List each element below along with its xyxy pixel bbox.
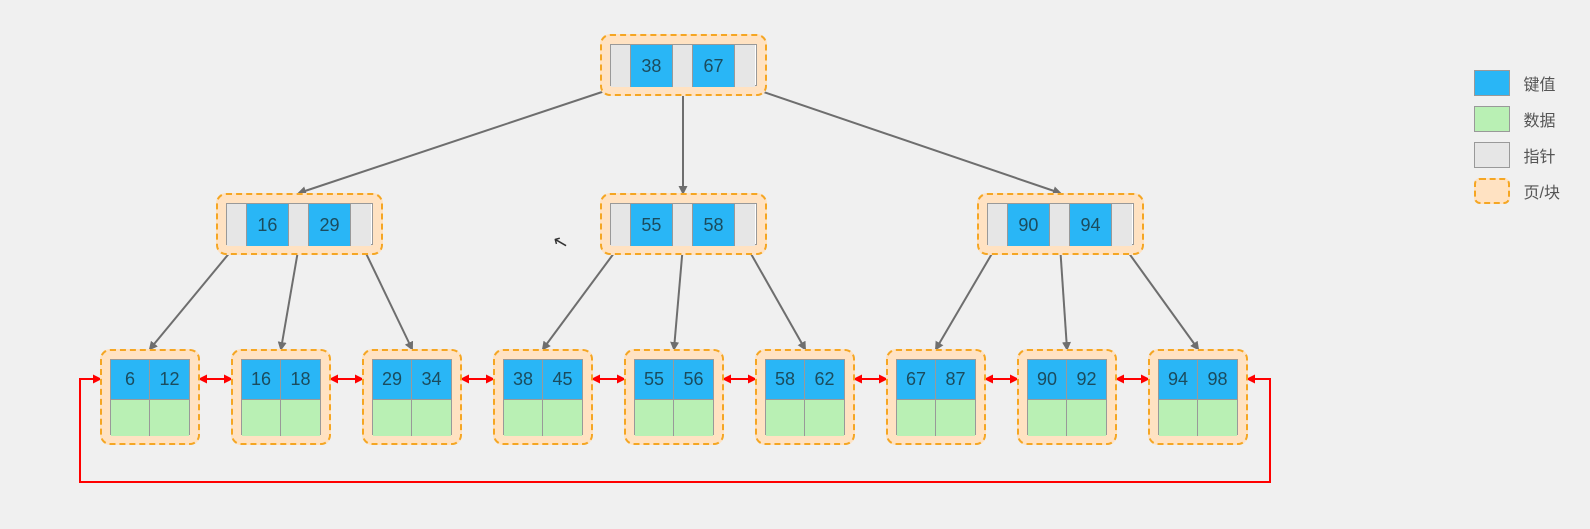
- legend-label: 数据: [1524, 107, 1556, 131]
- key-cell: 87: [936, 360, 975, 400]
- internal-node: 55 58: [610, 203, 757, 245]
- internal-node: 38 67: [610, 44, 757, 86]
- legend-row-data: 数据: [1474, 106, 1560, 132]
- key-cell: 29: [309, 204, 350, 246]
- data-cell: [281, 400, 320, 436]
- data-cell: [766, 400, 805, 436]
- leaf-node: 1618: [241, 359, 321, 435]
- key-cell: 16: [247, 204, 288, 246]
- key-cell: 90: [1028, 360, 1067, 400]
- data-cell: [1198, 400, 1237, 436]
- key-cell: 55: [631, 204, 672, 246]
- key-cell: 38: [504, 360, 543, 400]
- key-cell: 12: [150, 360, 189, 400]
- key-cell: 92: [1067, 360, 1106, 400]
- data-cell: [1067, 400, 1106, 436]
- key-cell: 67: [897, 360, 936, 400]
- leaf-node: 5862: [765, 359, 845, 435]
- internal-node: 90 94: [987, 203, 1134, 245]
- legend-swatch-data: [1474, 106, 1510, 132]
- data-cell: [805, 400, 844, 436]
- legend-swatch-ptr: [1474, 142, 1510, 168]
- data-cell: [635, 400, 674, 436]
- data-cell: [373, 400, 412, 436]
- leaf-node: 612: [110, 359, 190, 435]
- pointer-cell: [1112, 204, 1133, 246]
- pointer-cell: [611, 45, 632, 87]
- key-cell: 45: [543, 360, 582, 400]
- leaf-node: 9498: [1158, 359, 1238, 435]
- legend-swatch-key: [1474, 70, 1510, 96]
- legend-label: 键值: [1524, 71, 1556, 95]
- pointer-cell: [673, 204, 694, 246]
- key-cell: 58: [693, 204, 734, 246]
- pointer-cell: [289, 204, 310, 246]
- legend-swatch-page: [1474, 178, 1510, 204]
- key-cell: 90: [1008, 204, 1049, 246]
- leaf-node: 5556: [634, 359, 714, 435]
- data-cell: [1028, 400, 1067, 436]
- data-cell: [150, 400, 189, 436]
- pointer-cell: [351, 204, 372, 246]
- data-cell: [242, 400, 281, 436]
- legend-row-key: 键值: [1474, 70, 1560, 96]
- key-cell: 16: [242, 360, 281, 400]
- key-cell: 18: [281, 360, 320, 400]
- key-cell: 67: [693, 45, 734, 87]
- data-cell: [504, 400, 543, 436]
- leaf-node: 6787: [896, 359, 976, 435]
- key-cell: 29: [373, 360, 412, 400]
- data-cell: [1159, 400, 1198, 436]
- key-cell: 94: [1070, 204, 1111, 246]
- key-cell: 34: [412, 360, 451, 400]
- leaf-node: 9092: [1027, 359, 1107, 435]
- pointer-cell: [611, 204, 632, 246]
- data-cell: [543, 400, 582, 436]
- pointer-cell: [227, 204, 248, 246]
- key-cell: 58: [766, 360, 805, 400]
- key-cell: 98: [1198, 360, 1237, 400]
- leaf-node: 3845: [503, 359, 583, 435]
- internal-node: 1629: [226, 203, 373, 245]
- key-cell: 38: [631, 45, 672, 87]
- key-cell: 56: [674, 360, 713, 400]
- data-cell: [111, 400, 150, 436]
- data-cell: [897, 400, 936, 436]
- data-cell: [412, 400, 451, 436]
- tree-edges: [0, 0, 1590, 529]
- pointer-cell: [673, 45, 694, 87]
- leaf-node: 2934: [372, 359, 452, 435]
- key-cell: 55: [635, 360, 674, 400]
- pointer-cell: [735, 204, 756, 246]
- legend-label: 指针: [1524, 143, 1556, 167]
- legend-row-ptr: 指针: [1474, 142, 1560, 168]
- key-cell: 94: [1159, 360, 1198, 400]
- data-cell: [936, 400, 975, 436]
- key-cell: 62: [805, 360, 844, 400]
- legend-label: 页/块: [1524, 179, 1560, 203]
- legend: 键值 数据 指针 页/块: [1474, 60, 1560, 214]
- pointer-cell: [988, 204, 1009, 246]
- legend-row-page: 页/块: [1474, 178, 1560, 204]
- pointer-cell: [1050, 204, 1071, 246]
- data-cell: [674, 400, 713, 436]
- key-cell: 6: [111, 360, 150, 400]
- pointer-cell: [735, 45, 756, 87]
